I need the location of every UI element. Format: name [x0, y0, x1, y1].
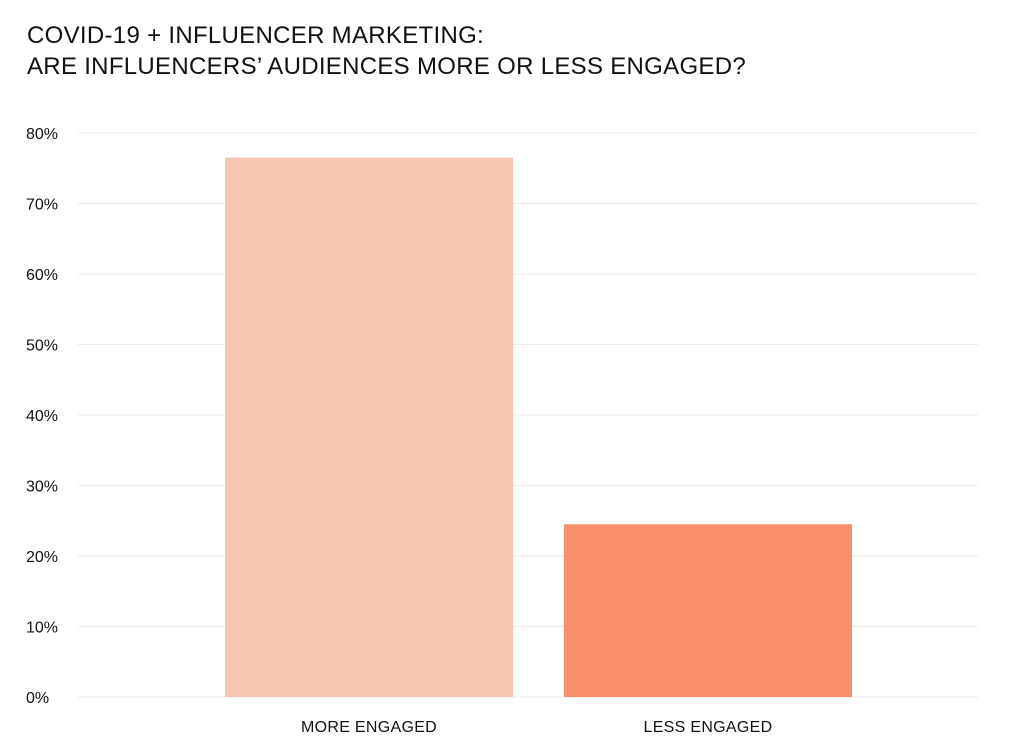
bar-less-engaged [564, 524, 852, 697]
y-tick-label-60: 60% [26, 267, 58, 284]
y-tick-label-0: 0% [26, 690, 49, 707]
y-tick-label-10: 10% [26, 620, 58, 637]
chart-title: COVID-19 + INFLUENCER MARKETING: ARE INF… [27, 20, 746, 82]
y-tick-label-20: 20% [26, 549, 58, 566]
chart-title-line-1: COVID-19 + INFLUENCER MARKETING: [27, 22, 485, 49]
y-tick-label-80: 80% [26, 126, 58, 143]
x-axis-category-labels: MORE ENGAGED LESS ENGAGED [301, 719, 773, 736]
y-axis-tick-labels: 0% 10% 20% 30% 40% 50% 60% 70% 80% [26, 126, 58, 707]
bars [225, 157, 852, 698]
x-category-label-more-engaged: MORE ENGAGED [301, 719, 437, 736]
x-category-label-less-engaged: LESS ENGAGED [644, 719, 773, 736]
y-tick-label-70: 70% [26, 197, 58, 214]
y-tick-label-30: 30% [26, 479, 58, 496]
y-tick-label-50: 50% [26, 338, 58, 355]
bar-more-engaged [225, 157, 513, 698]
y-tick-label-40: 40% [26, 408, 58, 425]
chart-title-line-2: ARE INFLUENCERS’ AUDIENCES MORE OR LESS … [27, 53, 747, 80]
